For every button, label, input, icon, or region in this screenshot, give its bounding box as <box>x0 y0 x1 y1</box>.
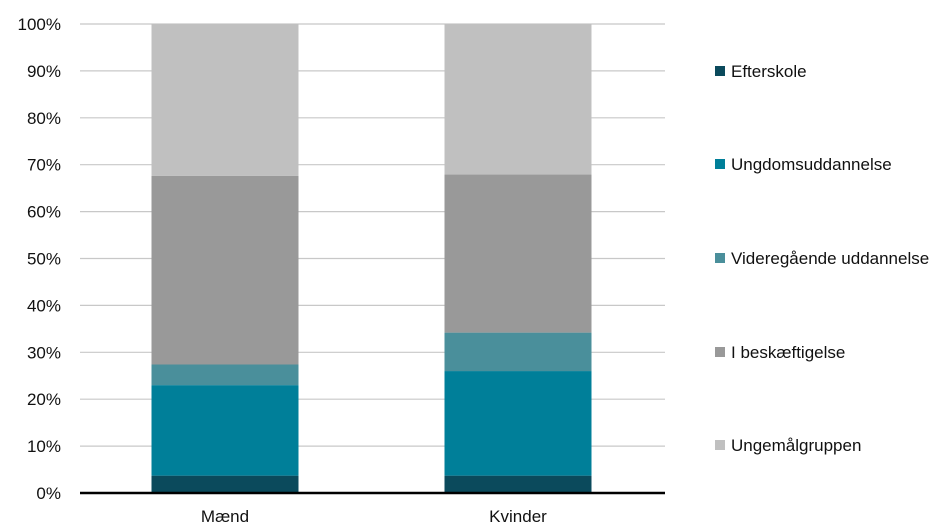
legend-label: Efterskole <box>731 62 807 81</box>
bar-segment <box>151 24 299 176</box>
y-tick-label: 70% <box>27 156 61 175</box>
y-tick-label: 10% <box>27 437 61 456</box>
legend: Efterskole Ungdomsuddannelse Videregående … <box>715 62 929 455</box>
legend-item: Ungemålgruppen <box>715 436 861 455</box>
bar-stack <box>444 24 592 493</box>
y-tick-label: 60% <box>27 203 61 222</box>
bar-segment <box>444 174 592 333</box>
x-tick-label: Kvinder <box>489 507 547 526</box>
y-axis-ticks: 0% 10% 20% 30% 40% 50% 60% 70% 80% 90% 100% <box>18 15 61 503</box>
y-tick-label: 20% <box>27 390 61 409</box>
legend-swatch <box>715 159 725 169</box>
bar-segment <box>151 475 299 493</box>
y-tick-label: 40% <box>27 296 61 315</box>
y-tick-label: 50% <box>27 250 61 269</box>
legend-label: Ungemålgruppen <box>731 436 861 455</box>
bars <box>151 24 592 493</box>
y-tick-label: 0% <box>36 484 61 503</box>
legend-swatch <box>715 253 725 263</box>
legend-label: Ungdomsuddannelse <box>731 155 892 174</box>
bar-stack <box>151 24 299 493</box>
x-axis-labels: Mænd Kvinder <box>201 507 547 526</box>
bar-segment <box>444 332 592 372</box>
legend-label: I beskæftigelse <box>731 343 845 362</box>
x-tick-label: Mænd <box>201 507 249 526</box>
legend-swatch <box>715 347 725 357</box>
bar-segment <box>444 475 592 493</box>
y-tick-label: 80% <box>27 109 61 128</box>
legend-swatch <box>715 66 725 76</box>
y-tick-label: 90% <box>27 62 61 81</box>
legend-item: I beskæftigelse <box>715 343 845 362</box>
legend-item: Videregående uddannelse <box>715 249 929 268</box>
legend-item: Efterskole <box>715 62 807 81</box>
legend-label: Videregående uddannelse <box>731 249 929 268</box>
bar-segment <box>151 175 299 365</box>
bar-segment <box>444 371 592 476</box>
bar-segment <box>151 364 299 386</box>
y-tick-label: 30% <box>27 343 61 362</box>
bar-segment <box>151 385 299 476</box>
legend-swatch <box>715 440 725 450</box>
legend-item: Ungdomsuddannelse <box>715 155 892 174</box>
y-tick-label: 100% <box>18 15 61 34</box>
bar-segment <box>444 24 592 175</box>
